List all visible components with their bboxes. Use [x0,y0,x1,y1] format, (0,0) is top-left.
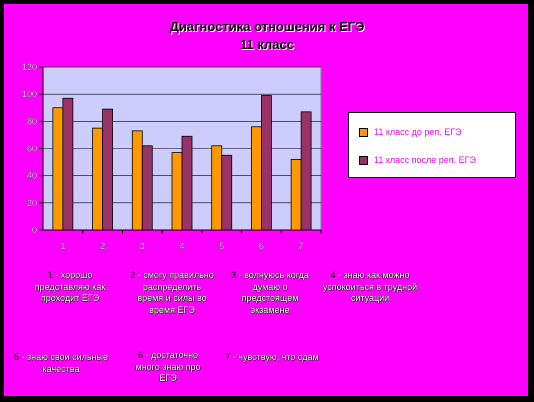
title-line-1: Диагностика отношения к ЕГЭ [169,19,365,34]
bar-before-2 [92,127,103,231]
bar-before-4 [171,152,183,231]
legend-label-after: 11 класс после реп. ЕГЭ [374,155,477,165]
x-tick-label: 7 [299,241,304,251]
caption-3: 3 - волнуюсь когда думаю о предстоящем э… [228,270,312,316]
bar-before-6 [251,126,262,231]
caption-7-number: 7 [225,352,231,362]
chart-legend: 11 класс до реп. ЕГЭ 11 класс после реп.… [348,112,516,178]
caption-7: 7 - чувствую, что сдам [222,352,322,364]
y-tick-label: 120 [22,62,37,72]
caption-1: 1 - хорошо представляю как проходит ЕГЭ [30,270,110,305]
caption-1-number: 1 [47,270,53,280]
y-tick-label: 40 [27,171,37,181]
caption-5-number: 5 [14,352,20,362]
x-tick-label: 3 [140,241,145,251]
y-tick-label: 100 [22,89,37,99]
legend-swatch-before [359,128,368,138]
legend-swatch-after [359,156,368,166]
caption-3-text: - волнуюсь когда думаю о предстоящем экз… [236,270,309,315]
bar-after-7 [300,111,312,231]
x-tick-label: 4 [179,241,184,251]
caption-4: 4 - знаю как можно успокоиться в трудной… [318,270,422,305]
y-tick-label: 20 [27,198,37,208]
x-tick-label: 6 [259,241,264,251]
caption-1-text: - хорошо представляю как проходит ЕГЭ [34,270,106,303]
bar-after-3 [141,145,153,231]
caption-6: 6 - достаточно много знаю про ЕГЭ [126,350,210,385]
bar-after-6 [261,95,272,231]
y-tick-label: 0 [32,225,37,235]
caption-2: 2 - смогу правильно распределить время и… [130,270,214,316]
caption-4-text: - знаю как можно успокоиться в трудной с… [322,270,418,303]
legend-label-before: 11 класс до реп. ЕГЭ [374,127,462,137]
caption-7-text: - чувствую, что сдам [230,352,319,362]
title-line-2: 11 класс [240,37,294,52]
caption-5: 5 - знаю свои сильные качества [10,352,112,375]
bar-after-1 [62,97,74,231]
caption-3-number: 3 [231,270,237,280]
bar-before-3 [131,130,143,231]
legend-item-after: 11 класс после реп. ЕГЭ [359,155,477,166]
caption-2-text: - смогу правильно распределить время и с… [135,270,214,315]
x-tick-label: 1 [60,241,65,251]
caption-6-number: 6 [137,350,143,360]
bar-before-7 [290,158,302,231]
bar-after-5 [221,154,233,231]
bar-after-2 [102,108,113,231]
bar-before-5 [211,145,223,231]
x-tick-label: 2 [100,241,105,251]
x-tick-label: 5 [219,241,224,251]
y-tick-label: 60 [27,144,37,154]
caption-2-number: 2 [130,270,136,280]
y-tick-label: 80 [27,116,37,126]
caption-5-text: - знаю свои сильные качества [19,352,108,374]
caption-6-text: - достаточно много знаю про ЕГЭ [135,350,201,383]
chart-title: Диагностика отношения к ЕГЭ 11 класс [0,18,534,54]
bar-before-1 [52,107,64,231]
legend-item-before: 11 класс до реп. ЕГЭ [359,127,462,138]
bar-after-4 [181,135,193,231]
caption-4-number: 4 [330,270,336,280]
